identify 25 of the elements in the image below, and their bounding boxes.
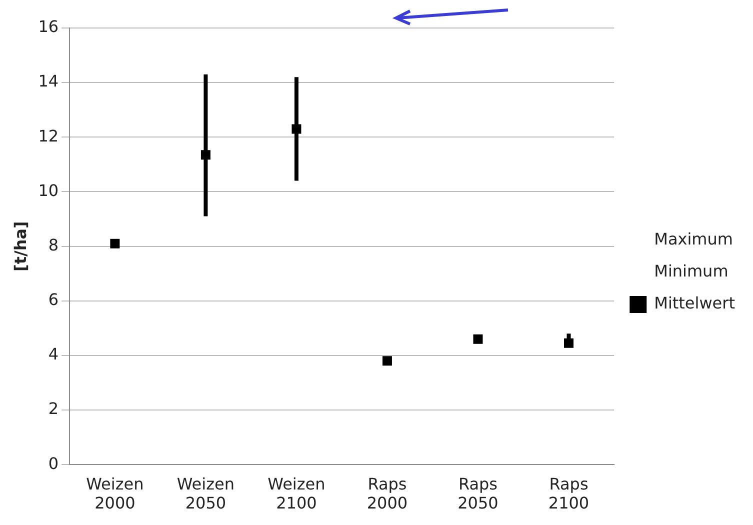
y-tick-label: 0	[48, 454, 59, 473]
text: Minimum	[654, 262, 728, 281]
point	[473, 334, 483, 344]
x-tick-label: Raps 2050	[458, 474, 498, 513]
y-tick-label: 16	[38, 17, 59, 36]
point	[200, 150, 210, 160]
y-tick-label: 10	[38, 180, 59, 200]
x-tick-label: Raps 2100	[548, 474, 590, 513]
y-tick-label: 4	[48, 344, 59, 364]
legend-label: Mittelwert	[654, 294, 736, 313]
x-tick-label: Raps 2000	[366, 474, 408, 513]
y-tick-label: 2	[48, 399, 59, 418]
y-tick-label: 14	[38, 72, 59, 91]
y-tick-label: 8	[48, 235, 59, 254]
point	[382, 356, 392, 366]
x-tick-label: Weizen 2050	[176, 474, 234, 513]
point	[292, 124, 302, 134]
y-tick-label: 12	[38, 126, 59, 146]
y-tick-label: 6	[48, 290, 59, 310]
x-tick-label: Weizen 2100	[268, 474, 326, 513]
y-axis-title: [t/ha]	[10, 221, 30, 272]
point	[564, 338, 574, 348]
text: Maximum	[654, 230, 733, 249]
point	[110, 238, 120, 248]
x-tick-label: Weizen 2000	[86, 474, 144, 513]
